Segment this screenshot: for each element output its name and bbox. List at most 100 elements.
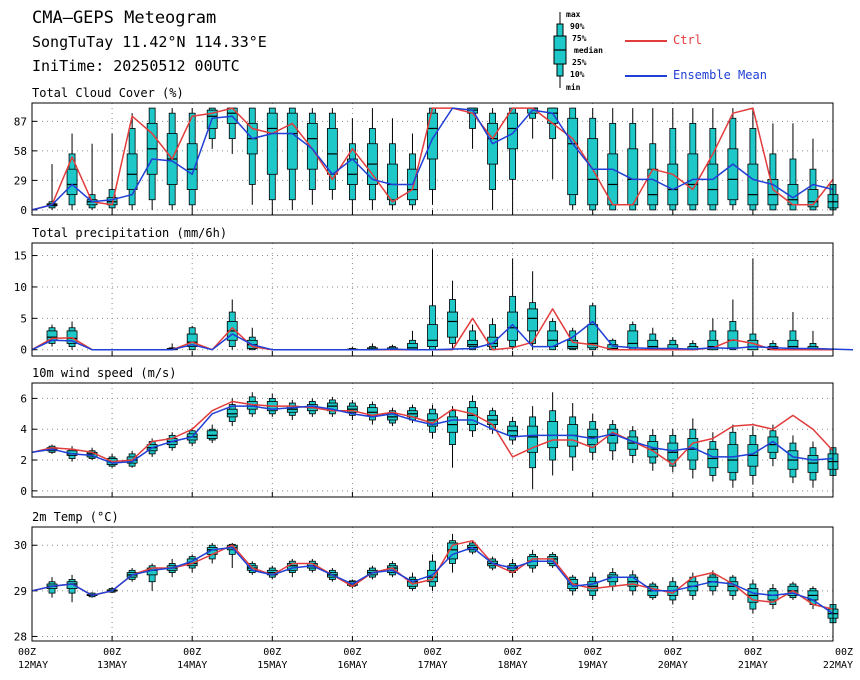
ensemble-mean-line	[31, 546, 834, 615]
box-plot	[407, 133, 418, 210]
box-p25-p75	[727, 444, 739, 473]
x-tick-date: 17MAY	[417, 660, 447, 671]
box-p25-p75	[447, 311, 458, 338]
box-p25-p75	[186, 333, 198, 347]
x-tick-time: 00Z	[18, 647, 36, 658]
x-tick-date: 20MAY	[658, 660, 688, 671]
x-tick-date: 16MAY	[337, 660, 367, 671]
box-p25-p75	[427, 324, 438, 347]
x-tick-date: 13MAY	[97, 660, 127, 671]
box-plot	[707, 318, 719, 351]
x-tick-time: 00Z	[103, 647, 121, 658]
box-plot	[807, 586, 819, 610]
box-plot	[787, 435, 799, 484]
page-title: CMA—GEPS Meteogram	[32, 8, 217, 28]
x-tick-time: 00Z	[584, 647, 602, 658]
legend-p75: 75%	[572, 34, 587, 43]
box-plot	[507, 258, 519, 350]
x-tick-date: 21MAY	[738, 660, 768, 671]
box-plot	[547, 392, 559, 476]
box-plot	[527, 271, 539, 350]
box-p25-p75	[507, 112, 519, 150]
box-p25-p75	[727, 148, 739, 201]
x-axis-labels: 00Z 12MAY 00Z 13MAY 00Z 14MAY 00Z 15MAY 00Z 16MAY…	[18, 647, 853, 671]
box-plot	[567, 107, 579, 210]
legend-p90: 90%	[570, 22, 585, 31]
box-plot	[146, 107, 158, 210]
box-p25-p75	[387, 163, 398, 201]
box-p25-p75	[467, 339, 478, 347]
box-plot	[407, 330, 418, 351]
box-plot	[467, 324, 478, 351]
y-tick-label: 30	[14, 539, 27, 552]
box-plot	[186, 325, 198, 351]
ctrl-series-line	[31, 107, 834, 211]
x-tick-time: 00Z	[183, 647, 201, 658]
panel-frame	[31, 102, 834, 216]
box-p25-p75	[447, 542, 458, 560]
box-plot	[807, 330, 819, 351]
box-plot	[46, 324, 58, 347]
box-p25-p75	[266, 112, 278, 175]
init-time-label: IniTime: 20250512 00UTC	[32, 57, 240, 75]
box-plot	[627, 570, 639, 596]
box-p25-p75	[407, 343, 418, 351]
box-plot	[66, 133, 78, 210]
box-p25-p75	[126, 153, 138, 190]
legend-p10: 10%	[570, 70, 585, 79]
box-plot	[727, 108, 739, 210]
panel-title: Total Cloud Cover (%)	[32, 86, 184, 100]
y-tick-label: 87	[14, 115, 27, 128]
box-p25-p75	[186, 143, 198, 190]
y-tick-label: 4	[20, 423, 27, 436]
box-plot	[367, 108, 378, 210]
box-p25-p75	[627, 330, 639, 349]
box-p25-p75	[326, 128, 338, 175]
y-tick-label: 10	[14, 281, 27, 294]
box-p25-p75	[306, 122, 318, 170]
box-plot	[587, 108, 599, 211]
panel-title: Total precipitation (mm/6h)	[32, 226, 227, 240]
box-plot	[226, 299, 238, 350]
box-plot	[567, 403, 579, 471]
box-legend: max 90% 75% median 25% 10% min	[548, 8, 628, 94]
box-plot	[387, 407, 398, 427]
y-tick-label: 0	[20, 344, 27, 357]
ctrl-series-line	[31, 400, 834, 466]
box-p25-p75	[527, 425, 539, 453]
mean-legend-line	[625, 75, 667, 77]
box-plot	[507, 416, 519, 445]
ctrl-legend-line	[625, 40, 667, 42]
box-p25-p75	[807, 455, 819, 473]
box-p25-p75	[226, 408, 238, 418]
x-tick-date: 12MAY	[18, 660, 48, 671]
box-plot	[427, 554, 438, 591]
box-plot	[527, 107, 539, 139]
box-plot	[206, 424, 218, 444]
panel-1: Total Cloud Cover (%) 0 29 58 87	[14, 86, 839, 217]
box-plot	[567, 327, 579, 351]
box-p25-p75	[567, 339, 579, 349]
box-plot	[607, 419, 619, 461]
box-plot	[647, 108, 659, 211]
y-tick-label: 6	[20, 392, 27, 405]
box-p25-p75	[527, 308, 539, 332]
box-plot	[226, 398, 238, 427]
ensemble-mean-line	[31, 405, 834, 464]
box-plot	[447, 280, 458, 350]
y-tick-label: 0	[20, 204, 27, 217]
box-plot	[447, 533, 458, 573]
box-p25-p75	[507, 311, 519, 341]
y-tick-label: 28	[14, 630, 27, 643]
box-plot	[246, 107, 258, 205]
ctrl-legend-label: Ctrl	[673, 33, 702, 47]
box-plot	[807, 441, 819, 488]
legend-min: min	[566, 83, 581, 92]
box-plot	[767, 123, 779, 211]
panel-4: 2m Temp (°C) 28 29 30	[14, 510, 839, 643]
x-tick-date: 19MAY	[578, 660, 608, 671]
box-plot	[427, 249, 438, 351]
box-plot	[387, 118, 398, 210]
box-plot	[627, 426, 639, 464]
